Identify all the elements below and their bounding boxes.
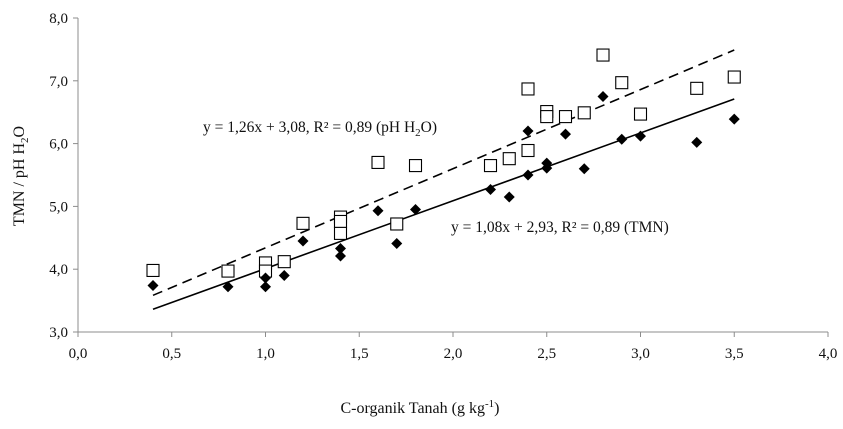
- x-axis-label: C-organik Tanah (g kg-1): [341, 398, 500, 417]
- ph-h2o-point: [390, 217, 404, 231]
- trendlines: [152, 49, 735, 311]
- ph-h2o-point: [296, 216, 310, 230]
- x-tick-label: 3,5: [725, 346, 744, 362]
- ph-h2o-point: [540, 110, 554, 124]
- tmn-point: [728, 113, 740, 125]
- y-axis-label: TMN / pH H2O: [11, 126, 31, 226]
- tmn-point: [297, 235, 309, 247]
- ph-h2o-point: [483, 159, 498, 173]
- tmn-point: [503, 191, 515, 203]
- ph-h2o-point: [690, 81, 704, 95]
- ph-h2o-point: [333, 226, 348, 240]
- tmn-point: [335, 242, 346, 254]
- tmn-point: [522, 125, 534, 137]
- ph-h2o-point: [727, 70, 741, 84]
- ph-h2o-point: [596, 48, 610, 62]
- ph-h2o-point: [615, 76, 629, 90]
- ph-h2o-point: [146, 263, 160, 278]
- tmn-point: [485, 183, 496, 195]
- ph-h2o-point: [521, 82, 535, 96]
- y-tick-label: 6,0: [49, 137, 68, 153]
- equation-ph-h2o-suffix: O): [421, 119, 437, 136]
- y-tick-label: 4,0: [49, 262, 68, 278]
- y-tick-label: 3,0: [49, 325, 68, 341]
- x-tick-label: 2,5: [537, 346, 556, 362]
- tmn-point: [597, 91, 609, 102]
- x-tick-label: 2,0: [444, 346, 463, 362]
- trendline-ph-h2o: [152, 49, 735, 297]
- ph-h2o-point: [558, 110, 573, 124]
- labels: y = 1,26x + 3,08, R² = 0,89 (pH H2O)y = …: [11, 119, 669, 417]
- tmn-point: [391, 237, 403, 249]
- x-tick-label: 1,0: [256, 346, 275, 362]
- y-tick-label: 7,0: [49, 74, 68, 90]
- tmn-point: [691, 136, 703, 148]
- tmn-point: [541, 162, 553, 174]
- ph-h2o-point: [408, 159, 423, 173]
- ph-h2o-point: [333, 214, 348, 229]
- tmn-point: [260, 281, 271, 293]
- tmn-point: [635, 130, 646, 142]
- tmn-point: [147, 280, 159, 292]
- x-axis-label-sup: -1: [485, 398, 494, 410]
- tmn-point: [335, 250, 346, 262]
- y-tick-label: 8,0: [49, 11, 68, 27]
- x-tick-label: 4,0: [819, 346, 838, 362]
- y-axis-label-main: TMN / pH H: [11, 143, 28, 227]
- x-axis-label-suffix: ): [494, 400, 499, 417]
- ph-h2o-point: [633, 107, 648, 121]
- markers: [146, 48, 741, 293]
- x-tick-label: 0,5: [162, 346, 181, 362]
- x-tick-label: 3,0: [631, 346, 650, 362]
- equation-ph-h2o-main: y = 1,26x + 3,08, R² = 0,89 (pH H: [203, 119, 415, 136]
- y-axis-label-sub: 2: [19, 137, 31, 143]
- equation-tmn: y = 1,08x + 2,93, R² = 0,89 (TMN): [451, 219, 669, 236]
- tmn-point: [522, 169, 534, 181]
- tmn-point: [222, 281, 234, 293]
- tmn-point: [616, 133, 628, 145]
- tmn-point: [560, 128, 571, 140]
- ph-h2o-point: [502, 152, 516, 166]
- ph-h2o-point: [277, 255, 291, 269]
- ph-h2o-point: [371, 155, 385, 169]
- tmn-point: [372, 205, 384, 217]
- y-axis-label-suffix: O: [11, 126, 28, 138]
- equation-ph-h2o: y = 1,26x + 3,08, R² = 0,89 (pH H2O): [203, 119, 437, 139]
- x-axis-label-main: C-organik Tanah (g kg: [341, 400, 485, 417]
- equation-ph-h2o-sub: 2: [415, 127, 421, 139]
- ph-h2o-point: [221, 264, 235, 278]
- tmn-point: [578, 163, 590, 175]
- tmn-point: [410, 204, 421, 216]
- ph-h2o-point: [577, 106, 591, 120]
- x-tick-label: 1,5: [350, 346, 369, 362]
- tmn-point: [278, 269, 290, 281]
- axes: 0,0 0,5 1,0 1,5 2,0 2,5 3,0 3,5 4,0 3,0 4,0 5,0 6,0 7…: [49, 11, 837, 362]
- ph-h2o-point: [521, 143, 535, 158]
- x-tick-label: 0,0: [69, 346, 88, 362]
- tmn-point: [260, 272, 271, 284]
- y-tick-label: 5,0: [49, 199, 68, 215]
